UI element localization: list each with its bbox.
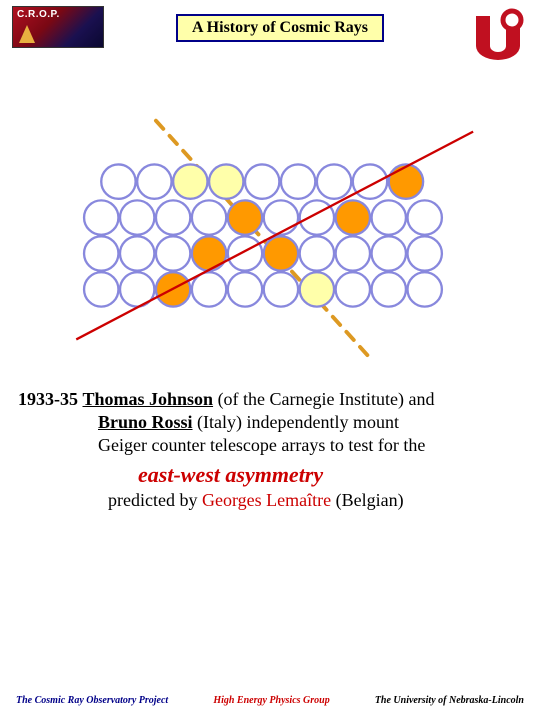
footer: The Cosmic Ray Observatory Project High … bbox=[0, 695, 540, 706]
crop-logo-text: C.R.O.P. bbox=[17, 9, 60, 20]
year-range: 1933-35 bbox=[18, 389, 78, 409]
affiliation-1: (of the Carnegie Institute) and bbox=[218, 389, 435, 409]
affiliation-2: (Italy) independently mount bbox=[197, 412, 399, 432]
page-title: A History of Cosmic Rays bbox=[176, 14, 384, 42]
predicted-suffix: (Belgian) bbox=[331, 490, 403, 510]
footer-university: The University of Nebraska-Lincoln bbox=[375, 695, 524, 706]
person-rossi: Bruno Rossi bbox=[98, 412, 193, 432]
footer-project: The Cosmic Ray Observatory Project bbox=[16, 695, 168, 706]
person-johnson: Thomas Johnson bbox=[83, 389, 214, 409]
header: C.R.O.P. A History of Cosmic Rays bbox=[0, 0, 540, 60]
predicted-prefix: predicted by bbox=[108, 490, 202, 510]
asymmetry-label: east-west asymmetry bbox=[138, 461, 522, 489]
crop-logo: C.R.O.P. bbox=[12, 6, 104, 48]
body-text: 1933-35 Thomas Johnson (of the Carnegie … bbox=[18, 388, 522, 512]
geiger-array-diagram bbox=[16, 116, 524, 366]
person-lemaitre: Georges Lemaître bbox=[202, 490, 331, 510]
line-3: Geiger counter telescope arrays to test … bbox=[98, 434, 522, 457]
footer-group: High Energy Physics Group bbox=[213, 695, 329, 706]
unl-logo bbox=[472, 8, 524, 60]
